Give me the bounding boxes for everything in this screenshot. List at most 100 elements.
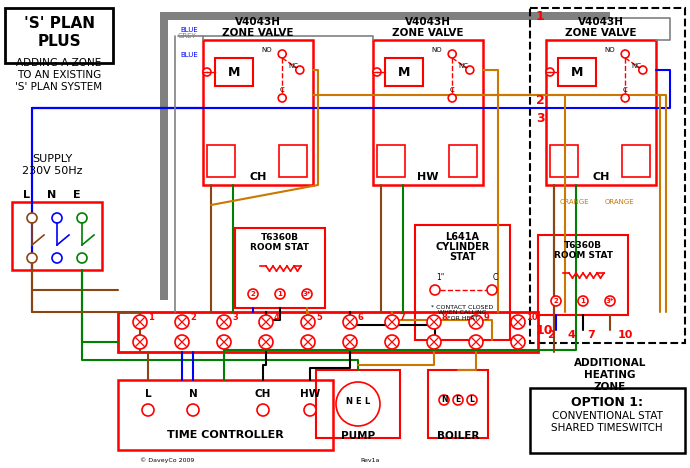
Circle shape xyxy=(27,213,37,223)
Text: 5: 5 xyxy=(316,313,322,322)
Text: 3*: 3* xyxy=(606,298,614,304)
Text: HW: HW xyxy=(300,389,320,399)
Circle shape xyxy=(175,335,189,349)
Text: 3: 3 xyxy=(232,313,238,322)
Circle shape xyxy=(427,335,441,349)
Circle shape xyxy=(448,50,456,58)
Text: ADDITIONAL
HEATING
ZONE: ADDITIONAL HEATING ZONE xyxy=(574,358,647,392)
Text: 2: 2 xyxy=(553,298,558,304)
Text: PUMP: PUMP xyxy=(341,431,375,441)
Text: 2: 2 xyxy=(547,330,555,340)
Text: NO: NO xyxy=(262,47,272,53)
Text: 'S' PLAN: 'S' PLAN xyxy=(23,16,95,31)
Text: N: N xyxy=(346,397,353,407)
Text: L641A: L641A xyxy=(446,232,480,242)
Text: NO: NO xyxy=(604,47,615,53)
Bar xyxy=(530,388,685,453)
Circle shape xyxy=(217,335,231,349)
Text: 10: 10 xyxy=(526,313,538,322)
Text: V4043H: V4043H xyxy=(235,17,281,27)
Circle shape xyxy=(301,335,315,349)
Text: 3*: 3* xyxy=(303,291,311,297)
Text: M: M xyxy=(398,66,410,79)
Circle shape xyxy=(551,296,561,306)
Circle shape xyxy=(77,253,87,263)
Bar xyxy=(377,145,405,177)
Text: NC: NC xyxy=(458,63,469,69)
Bar xyxy=(203,40,313,185)
Circle shape xyxy=(453,395,463,405)
Bar xyxy=(118,312,538,352)
Circle shape xyxy=(217,315,231,329)
Circle shape xyxy=(257,404,269,416)
Circle shape xyxy=(52,253,62,263)
Circle shape xyxy=(439,395,449,405)
Bar xyxy=(550,145,578,177)
Circle shape xyxy=(278,94,286,102)
Circle shape xyxy=(430,285,440,295)
Text: C: C xyxy=(450,87,455,93)
Text: 8: 8 xyxy=(442,313,448,322)
Circle shape xyxy=(175,315,189,329)
Text: C: C xyxy=(280,87,284,93)
Text: STAT: STAT xyxy=(449,252,476,262)
Text: * CONTACT CLOSED
WHEN CALLING
FOR HEAT: * CONTACT CLOSED WHEN CALLING FOR HEAT xyxy=(431,305,493,322)
Circle shape xyxy=(373,68,381,76)
Text: PLUS: PLUS xyxy=(37,35,81,50)
Text: Rev1a: Rev1a xyxy=(360,458,380,462)
Text: TIME CONTROLLER: TIME CONTROLLER xyxy=(167,430,284,440)
Text: E: E xyxy=(455,395,461,404)
Text: 2: 2 xyxy=(536,94,544,107)
Circle shape xyxy=(275,289,285,299)
Text: V4043H: V4043H xyxy=(578,17,624,27)
Text: HW: HW xyxy=(417,172,439,182)
Bar xyxy=(538,235,628,315)
Circle shape xyxy=(301,315,315,329)
Circle shape xyxy=(448,94,456,102)
Circle shape xyxy=(469,335,483,349)
Bar xyxy=(5,8,113,63)
Text: 10: 10 xyxy=(536,323,553,336)
Text: N: N xyxy=(188,389,197,399)
Bar xyxy=(622,145,650,177)
Circle shape xyxy=(278,50,286,58)
Bar xyxy=(160,20,168,300)
Text: 1": 1" xyxy=(436,272,444,281)
Bar xyxy=(207,145,235,177)
Bar xyxy=(558,58,596,86)
Text: NC: NC xyxy=(288,63,298,69)
Circle shape xyxy=(302,289,312,299)
Circle shape xyxy=(427,315,441,329)
Bar xyxy=(385,58,423,86)
Circle shape xyxy=(511,315,525,329)
Circle shape xyxy=(385,315,399,329)
Circle shape xyxy=(27,253,37,263)
Bar xyxy=(449,145,477,177)
Text: BOILER: BOILER xyxy=(437,431,479,441)
Text: C: C xyxy=(623,87,628,93)
Text: ZONE VALVE: ZONE VALVE xyxy=(222,28,294,38)
Text: L: L xyxy=(470,395,475,404)
Text: NO: NO xyxy=(431,47,442,53)
Text: ROOM STAT: ROOM STAT xyxy=(250,243,310,253)
Text: 10: 10 xyxy=(618,330,633,340)
Text: OPTION 1:: OPTION 1: xyxy=(571,395,643,409)
Text: ZONE VALVE: ZONE VALVE xyxy=(392,28,464,38)
Text: SUPPLY
230V 50Hz: SUPPLY 230V 50Hz xyxy=(22,154,82,176)
Text: GREY: GREY xyxy=(178,33,197,39)
Bar xyxy=(279,145,307,177)
Text: 1: 1 xyxy=(536,9,544,22)
Bar xyxy=(546,40,656,185)
Text: ORANGE: ORANGE xyxy=(560,199,590,205)
Text: ADDING A ZONE
TO AN EXISTING
'S' PLAN SYSTEM: ADDING A ZONE TO AN EXISTING 'S' PLAN SY… xyxy=(15,58,103,92)
Text: 6: 6 xyxy=(358,313,364,322)
Text: ROOM STAT: ROOM STAT xyxy=(553,250,613,259)
Text: BLUE: BLUE xyxy=(180,52,198,58)
Circle shape xyxy=(187,404,199,416)
Text: L: L xyxy=(145,389,151,399)
Text: N: N xyxy=(48,190,57,200)
Text: E: E xyxy=(73,190,81,200)
Bar xyxy=(316,370,400,438)
Bar xyxy=(118,380,333,450)
Circle shape xyxy=(639,66,647,74)
